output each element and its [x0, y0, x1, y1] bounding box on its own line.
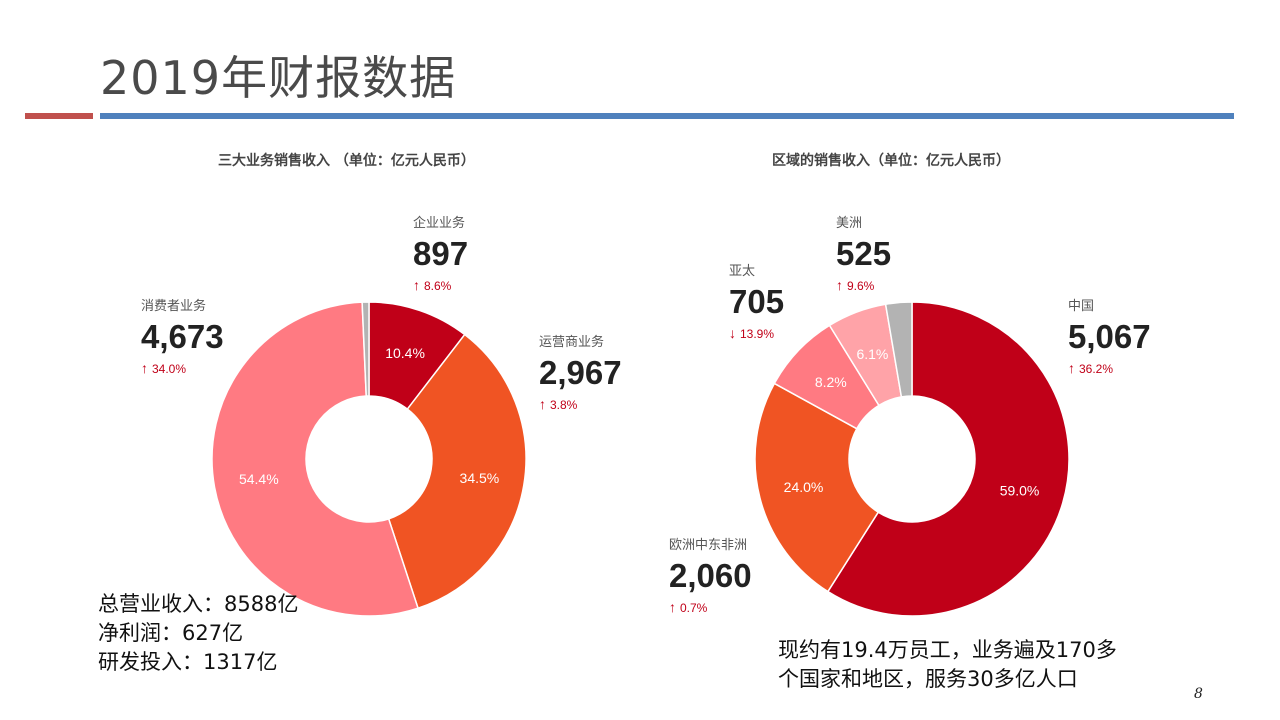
- callout-value: 525: [836, 235, 892, 272]
- callout-value: 4,673: [141, 318, 224, 355]
- arrow-up-icon: ↑: [413, 276, 420, 293]
- financial-summary: 总营业收入：8588亿 净利润：627亿 研发投入：1317亿: [98, 590, 298, 677]
- title-underline-bar: [100, 113, 1234, 119]
- chart-title-region: 区域的销售收入（单位：亿元人民币）: [772, 153, 1010, 169]
- callout-change: ↑ 9.6%: [836, 276, 875, 293]
- callout-emea: 欧洲中东非洲 2,060 ↑ 0.7%: [669, 534, 752, 615]
- callout-name: 消费者业务: [141, 299, 207, 314]
- title-accent-bar: [25, 113, 93, 119]
- callout-change: ↑ 34.0%: [141, 359, 187, 376]
- callout-name: 亚太: [729, 264, 756, 279]
- callout-name: 企业业务: [413, 216, 466, 231]
- callout-value: 2,967: [539, 354, 622, 391]
- callout-change: ↑ 0.7%: [669, 598, 708, 615]
- callout-apac: 亚太 705 ↓ 13.9%: [729, 260, 784, 341]
- arrow-up-icon: ↑: [141, 359, 148, 376]
- donut-slice-运营商业务: [387, 333, 527, 610]
- donut-slice-消费者业务: [211, 301, 419, 617]
- callout-change: ↑ 8.6%: [413, 276, 452, 293]
- slide-title: 2019年财报数据: [100, 51, 457, 105]
- callout-carrier: 运营商业务 2,967 ↑ 3.8%: [539, 331, 622, 412]
- slice-percent-label: 54.4%: [239, 471, 279, 487]
- callout-value: 897: [413, 235, 469, 272]
- company-note: 现约有19.4万员工，业务遍及170多 个国家和地区，服务30多亿人口: [778, 636, 1117, 694]
- arrow-up-icon: ↑: [836, 276, 843, 293]
- page-number: 8: [1194, 686, 1203, 702]
- summary-rnd: 研发投入：1317亿: [98, 650, 278, 674]
- summary-net-profit: 净利润：627亿: [98, 621, 244, 645]
- donut-slice-欧洲中东非洲: [754, 382, 880, 593]
- callout-change: ↓ 13.9%: [729, 324, 775, 341]
- note-line: 个国家和地区，服务30多亿人口: [778, 667, 1078, 691]
- callout-enterprise: 企业业务 897 ↑ 8.6%: [413, 212, 468, 293]
- callout-name: 美洲: [836, 216, 863, 231]
- arrow-down-icon: ↓: [729, 324, 736, 341]
- callout-name: 中国: [1068, 299, 1095, 314]
- callout-value: 2,060: [669, 557, 752, 594]
- callout-name: 运营商业务: [539, 335, 605, 350]
- slice-percent-label: 24.0%: [784, 479, 824, 495]
- slice-percent-label: 6.1%: [856, 346, 888, 362]
- slice-percent-label: 59.0%: [1000, 482, 1040, 498]
- donut-slice-other: [361, 301, 370, 397]
- donut-slice-other: [884, 301, 913, 398]
- slice-percent-label: 34.5%: [460, 470, 500, 486]
- slice-percent-label: 8.2%: [815, 374, 847, 390]
- callout-value: 705: [729, 283, 785, 320]
- callout-consumer: 消费者业务 4,673 ↑ 34.0%: [141, 295, 224, 376]
- callout-name: 欧洲中东非洲: [669, 538, 748, 553]
- chart-title-business: 三大业务销售收入 （单位：亿元人民币）: [218, 153, 475, 169]
- donut-slice-中国: [826, 301, 1070, 617]
- callout-change: ↑ 36.2%: [1068, 359, 1114, 376]
- arrow-up-icon: ↑: [1068, 359, 1075, 376]
- donut-chart-region: 59.0% 24.0% 8.2% 6.1%: [754, 301, 1070, 617]
- callout-change: ↑ 3.8%: [539, 395, 578, 412]
- arrow-up-icon: ↑: [669, 598, 676, 615]
- donut-chart-business: 10.4% 34.5% 54.4%: [211, 301, 527, 617]
- callout-americas: 美洲 525 ↑ 9.6%: [836, 212, 891, 293]
- note-line: 现约有19.4万员工，业务遍及170多: [778, 638, 1117, 662]
- arrow-up-icon: ↑: [539, 395, 546, 412]
- slice-percent-label: 10.4%: [385, 345, 425, 361]
- summary-revenue: 总营业收入：8588亿: [98, 592, 299, 616]
- callout-china: 中国 5,067 ↑ 36.2%: [1068, 295, 1151, 376]
- callout-value: 5,067: [1068, 318, 1151, 355]
